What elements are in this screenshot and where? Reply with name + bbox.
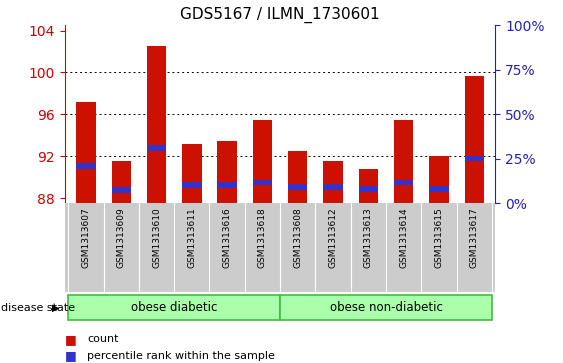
Text: GSM1313618: GSM1313618: [258, 208, 267, 269]
Bar: [217, 182, 237, 188]
Text: obese diabetic: obese diabetic: [131, 301, 217, 314]
Bar: [111, 187, 131, 193]
Bar: [182, 182, 202, 188]
Bar: [253, 119, 272, 203]
Bar: [464, 76, 484, 203]
Text: GSM1313610: GSM1313610: [152, 208, 161, 269]
Bar: [76, 102, 96, 203]
Bar: [359, 169, 378, 203]
Text: GSM1313615: GSM1313615: [435, 208, 444, 269]
Text: percentile rank within the sample: percentile rank within the sample: [87, 351, 275, 361]
Text: count: count: [87, 334, 119, 344]
Bar: [323, 162, 343, 203]
Bar: [464, 156, 484, 162]
Text: GSM1313617: GSM1313617: [470, 208, 479, 269]
Bar: [280, 295, 492, 320]
Bar: [217, 140, 237, 203]
Bar: [76, 163, 96, 169]
Bar: [147, 145, 166, 151]
Bar: [323, 184, 343, 190]
Bar: [394, 119, 413, 203]
Text: ▶: ▶: [52, 303, 59, 313]
Bar: [429, 156, 449, 203]
Text: GSM1313612: GSM1313612: [329, 208, 338, 268]
Text: ■: ■: [65, 349, 77, 362]
Bar: [288, 151, 307, 203]
Text: GSM1313611: GSM1313611: [187, 208, 196, 269]
Title: GDS5167 / ILMN_1730601: GDS5167 / ILMN_1730601: [180, 7, 380, 23]
Text: disease state: disease state: [1, 303, 75, 313]
Text: GSM1313609: GSM1313609: [117, 208, 126, 269]
Text: GSM1313614: GSM1313614: [399, 208, 408, 268]
Text: GSM1313613: GSM1313613: [364, 208, 373, 269]
Bar: [429, 186, 449, 192]
Bar: [111, 162, 131, 203]
Text: GSM1313608: GSM1313608: [293, 208, 302, 269]
Bar: [253, 180, 272, 185]
Text: obese non-diabetic: obese non-diabetic: [329, 301, 443, 314]
Bar: [359, 186, 378, 192]
Bar: [68, 295, 280, 320]
Text: GSM1313607: GSM1313607: [82, 208, 91, 269]
Bar: [147, 46, 166, 203]
Bar: [394, 180, 413, 185]
Text: GSM1313616: GSM1313616: [222, 208, 231, 269]
Bar: [288, 184, 307, 190]
Bar: [182, 144, 202, 203]
Text: ■: ■: [65, 333, 77, 346]
